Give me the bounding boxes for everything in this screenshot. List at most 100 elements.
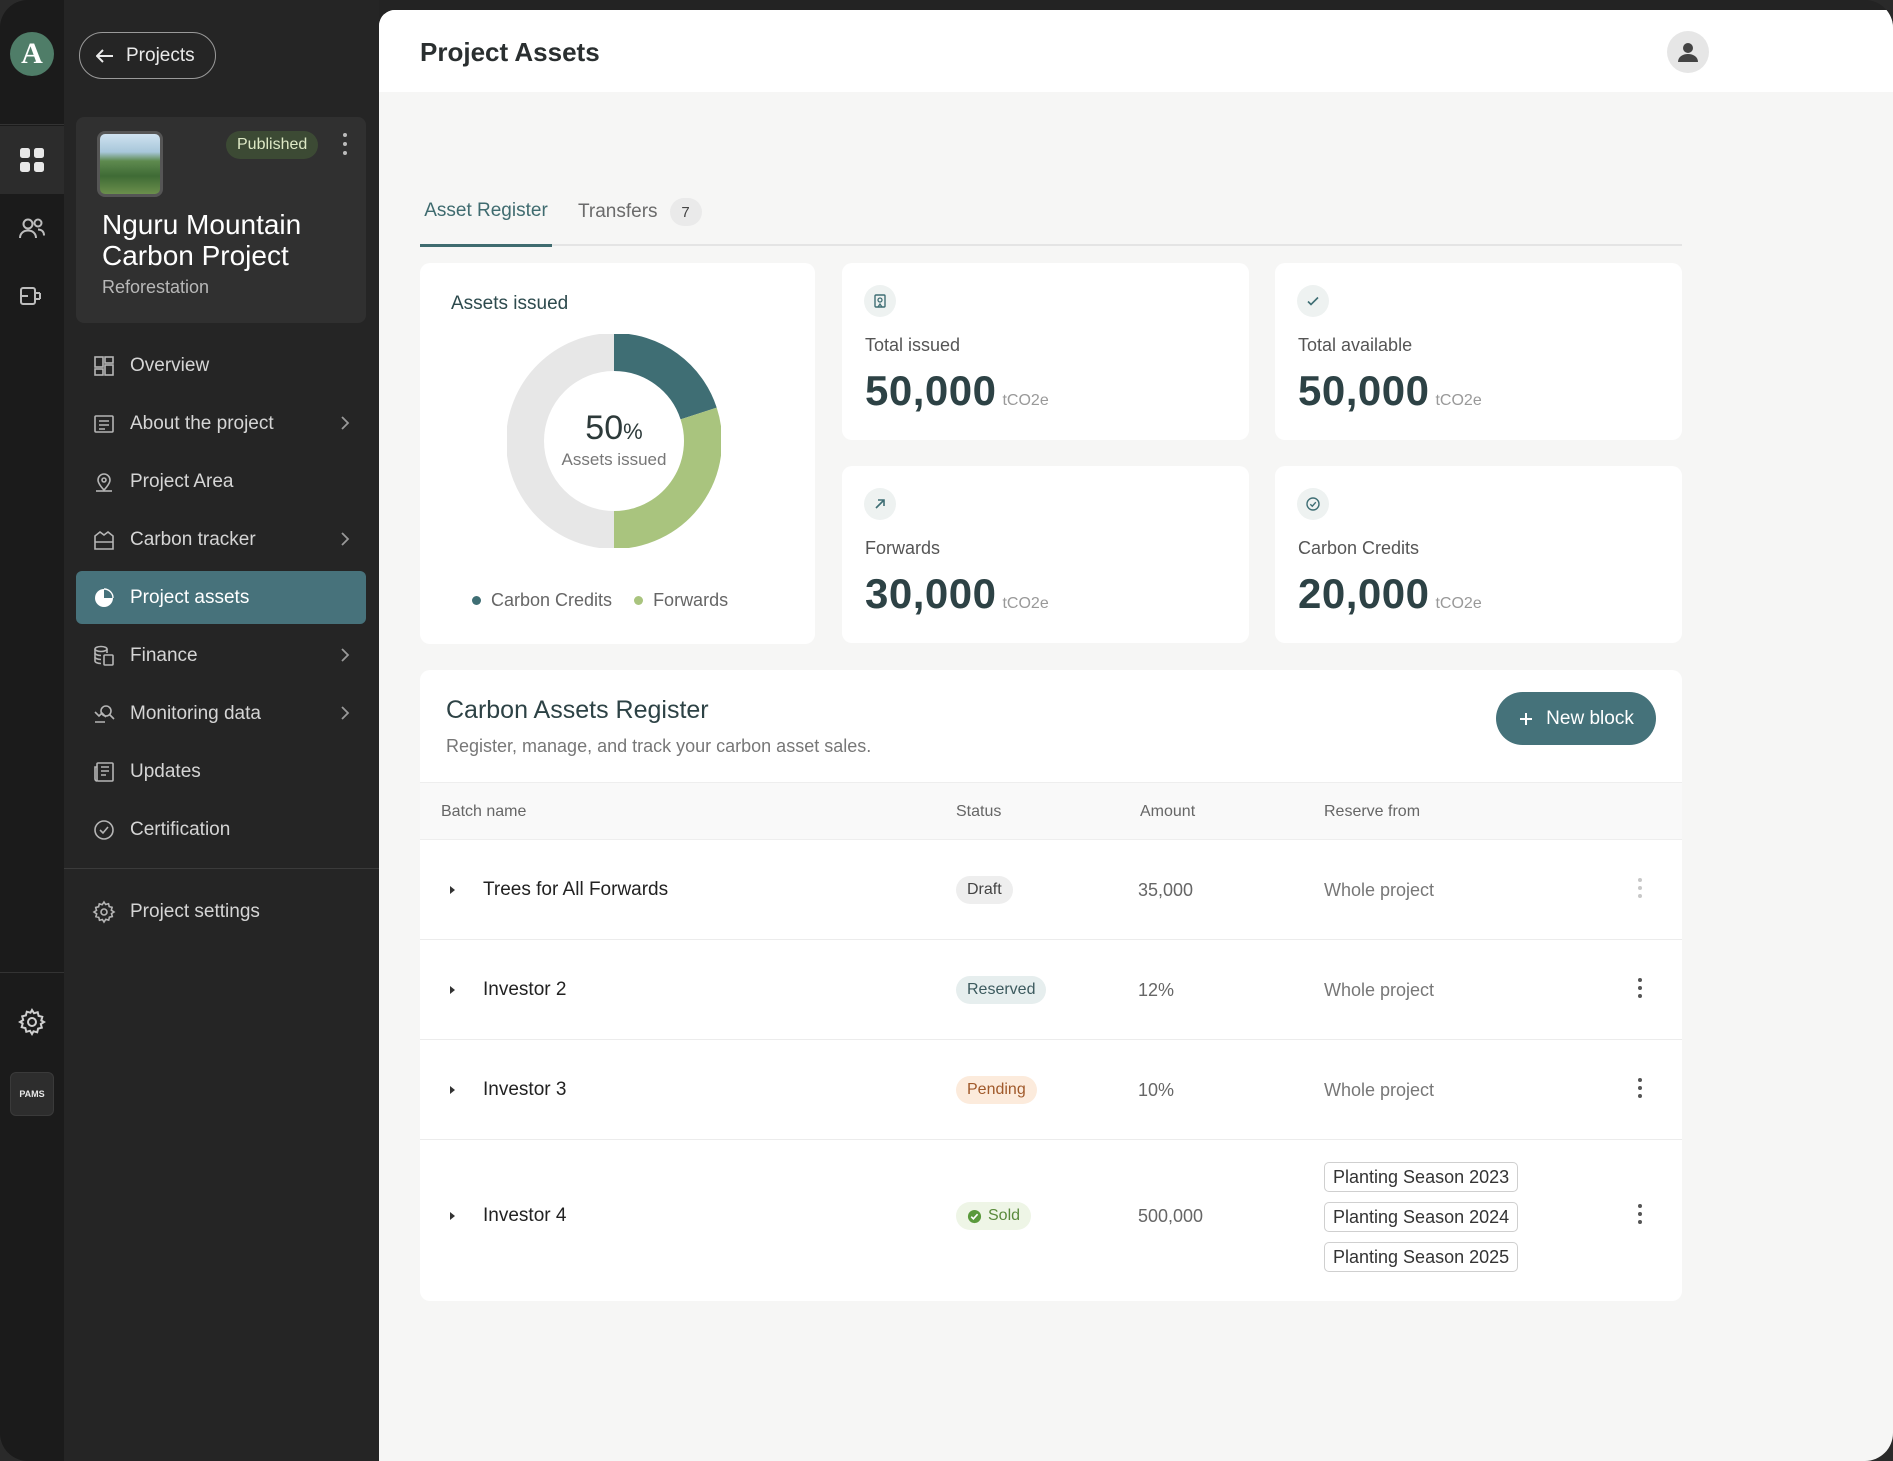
- table-row[interactable]: Investor 4 Sold 500,000 Planting Season …: [420, 1140, 1682, 1292]
- check-circle-icon: [967, 1209, 982, 1223]
- stat-value: 20,000 tCO2e: [1298, 570, 1482, 618]
- stat-card-total-available: Total available 50,000 tCO2e: [1275, 263, 1682, 440]
- status-badge: Draft: [956, 876, 1013, 904]
- rail-divider: [0, 972, 64, 973]
- legend-item-carbon-credits: Carbon Credits: [472, 590, 612, 611]
- rail-projects-button[interactable]: [0, 126, 64, 194]
- rail-settings-button[interactable]: [0, 988, 64, 1056]
- table-row[interactable]: Trees for All Forwards Draft 35,000 Whol…: [420, 840, 1682, 940]
- plug-icon: [20, 287, 41, 305]
- user-icon: [1678, 43, 1698, 62]
- rail-divider: [0, 124, 64, 125]
- donut-percent: 50: [585, 409, 624, 447]
- organization-logo[interactable]: PAMS: [10, 1072, 54, 1116]
- stat-unit: tCO2e: [1002, 595, 1049, 612]
- nav-item-carbon-tracker[interactable]: Carbon tracker: [76, 513, 366, 566]
- stat-label: Forwards: [865, 538, 941, 558]
- project-thumbnail: [97, 131, 163, 197]
- main-content: Project Assets Asset Register Transfers …: [379, 10, 1893, 1461]
- row-menu-button[interactable]: [1638, 978, 1644, 1002]
- nav-item-finance[interactable]: Finance: [76, 629, 366, 682]
- plus-icon: [1520, 712, 1533, 725]
- certificate-icon: [864, 285, 896, 317]
- amount: 500,000: [1138, 1206, 1204, 1226]
- stat-number: 30,000: [865, 570, 997, 617]
- monitor-search-icon: [94, 704, 115, 723]
- row-menu-button[interactable]: [1638, 1204, 1644, 1228]
- nav-label: Overview: [130, 354, 210, 376]
- donut-center: 50% Assets issued: [507, 409, 721, 470]
- nav-item-project-assets[interactable]: Project assets: [76, 571, 366, 624]
- stat-card-total-issued: Total issued 50,000 tCO2e: [842, 263, 1249, 440]
- status-badge: Sold: [956, 1202, 1032, 1230]
- row-menu-button[interactable]: [1638, 878, 1644, 902]
- stat-card-forwards: Forwards 30,000 tCO2e: [842, 466, 1249, 643]
- reserve-tag[interactable]: Planting Season 2023: [1324, 1162, 1519, 1192]
- nav-item-overview[interactable]: Overview: [76, 339, 366, 392]
- nav-label: Project settings: [130, 900, 260, 922]
- column-header: Amount: [1140, 803, 1196, 820]
- reserve-tag[interactable]: Planting Season 2025: [1324, 1242, 1519, 1272]
- stat-number: 20,000: [1298, 570, 1430, 617]
- register-subtitle: Register, manage, and track your carbon …: [446, 736, 872, 756]
- tab-label: Asset Register: [424, 200, 548, 221]
- donut-title: Assets issued: [451, 293, 569, 314]
- newspaper-icon: [94, 761, 114, 782]
- column-header: Status: [956, 803, 1002, 820]
- back-to-projects-button[interactable]: Projects: [79, 32, 216, 79]
- nav-item-project-settings[interactable]: Project settings: [76, 885, 366, 938]
- assets-issued-card: Assets issued 50% Assets issued Carbon C…: [420, 263, 815, 644]
- pie-chart-icon: [95, 587, 114, 607]
- table-header: Batch name Status Amount Reserve from: [420, 782, 1682, 840]
- donut-center-label: Assets issued: [561, 450, 667, 469]
- user-avatar[interactable]: [1667, 31, 1709, 73]
- grid-icon: [20, 148, 44, 172]
- chevron-right-icon: [341, 416, 350, 430]
- project-title: Nguru Mountain Carbon Project: [102, 209, 302, 271]
- stat-unit: tCO2e: [1002, 392, 1049, 409]
- new-block-label: New block: [1546, 707, 1634, 729]
- nav-label: Project Area: [130, 470, 234, 492]
- legend-item-forwards: Forwards: [634, 590, 728, 611]
- stat-label: Total issued: [865, 335, 961, 355]
- donut-slice-unissued: [506, 333, 615, 549]
- app-logo[interactable]: A: [10, 32, 54, 76]
- table-row[interactable]: Investor 2 Reserved 12% Whole project: [420, 940, 1682, 1040]
- tab-asset-register[interactable]: Asset Register: [420, 178, 552, 247]
- check-circle-icon: [94, 819, 114, 840]
- expand-caret-icon[interactable]: [450, 1212, 455, 1220]
- legend-label: Carbon Credits: [491, 590, 613, 610]
- amount: 12%: [1138, 980, 1175, 1000]
- page-title: Project Assets: [420, 37, 600, 67]
- status-badge: Reserved: [956, 976, 1047, 1004]
- rail-users-button[interactable]: [0, 194, 64, 262]
- expand-caret-icon[interactable]: [450, 886, 455, 894]
- nav-item-certification[interactable]: Certification: [76, 803, 366, 856]
- rail-plugin-button[interactable]: [0, 262, 64, 330]
- nav-item-about[interactable]: About the project: [76, 397, 366, 450]
- nav-label: Project assets: [130, 586, 250, 608]
- donut-percent-sign: %: [623, 419, 643, 444]
- tracker-icon: [94, 530, 114, 550]
- tab-bar: Asset Register Transfers 7: [420, 178, 1682, 247]
- top-bar: Project Assets: [379, 10, 1893, 92]
- new-block-button[interactable]: New block: [1496, 692, 1656, 745]
- stat-value: 30,000 tCO2e: [865, 570, 1049, 618]
- tab-transfers[interactable]: Transfers 7: [578, 178, 702, 246]
- nav-item-project-area[interactable]: Project Area: [76, 455, 366, 508]
- row-menu-button[interactable]: [1638, 1078, 1644, 1102]
- project-menu-button[interactable]: [340, 133, 350, 159]
- back-label: Projects: [126, 44, 195, 66]
- reserve-from: Whole project: [1324, 1080, 1435, 1100]
- batch-name: Investor 4: [483, 1205, 567, 1226]
- reserve-tag[interactable]: Planting Season 2024: [1324, 1202, 1519, 1232]
- table-row[interactable]: Investor 3 Pending 10% Whole project: [420, 1040, 1682, 1140]
- nav-item-updates[interactable]: Updates: [76, 745, 366, 798]
- expand-caret-icon[interactable]: [450, 1086, 455, 1094]
- transfers-count-badge: 7: [669, 198, 702, 226]
- nav-item-monitoring[interactable]: Monitoring data: [76, 687, 366, 740]
- expand-caret-icon[interactable]: [450, 986, 455, 994]
- icon-rail: A PAMS: [0, 0, 64, 1461]
- chevron-right-icon: [341, 532, 350, 546]
- coins-icon: [94, 645, 114, 666]
